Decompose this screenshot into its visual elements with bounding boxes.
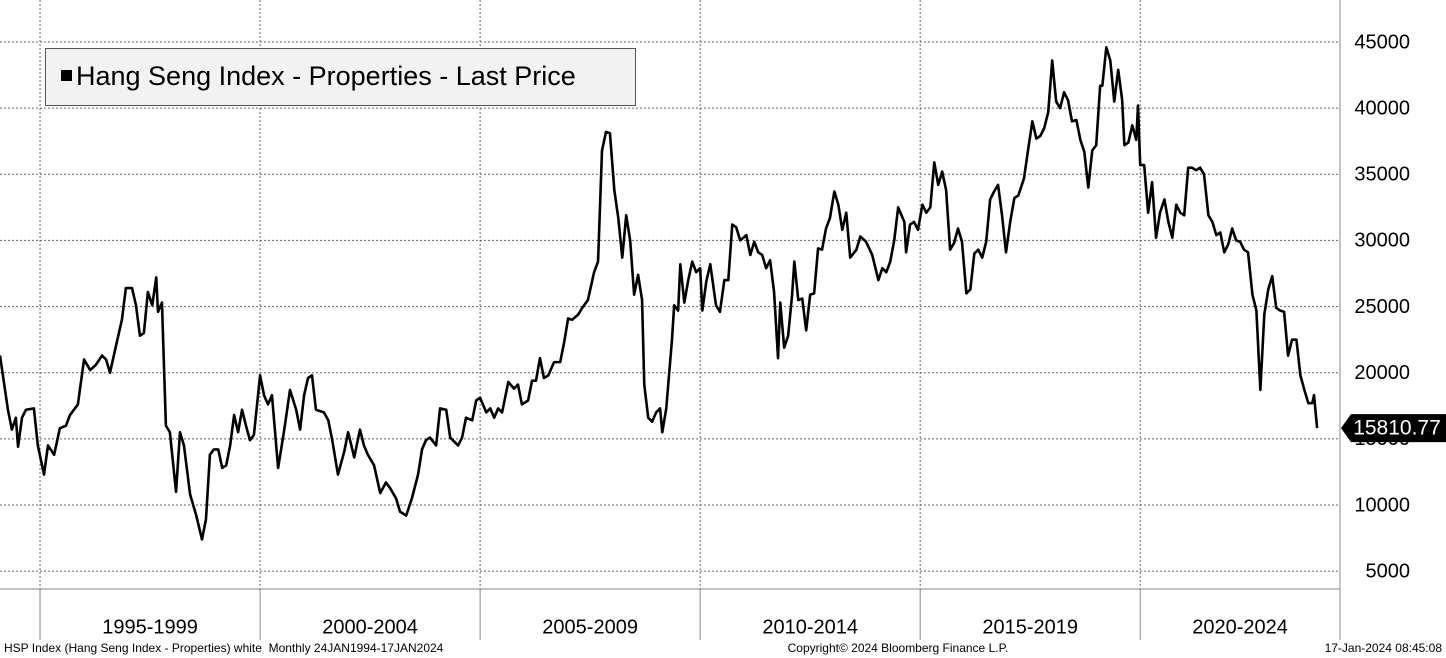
x-period-label: 2000-2004	[322, 616, 418, 638]
y-tick-label: 45000	[1354, 31, 1410, 53]
footer-center: Copyright© 2024 Bloomberg Finance L.P.	[788, 641, 1009, 655]
x-period-label: 1995-1999	[102, 616, 198, 638]
legend-box	[45, 48, 636, 106]
y-tick-label: 40000	[1354, 97, 1410, 119]
y-tick-label: 25000	[1354, 296, 1410, 318]
y-tick-label: 20000	[1354, 362, 1410, 384]
y-tick-label: 5000	[1366, 560, 1411, 582]
y-tick-label: 30000	[1354, 230, 1410, 252]
x-period-label: 2020-2024	[1192, 616, 1288, 638]
legend-label: Hang Seng Index - Properties - Last Pric…	[76, 61, 576, 91]
y-tick-label: 35000	[1354, 164, 1410, 186]
legend-swatch	[61, 70, 72, 81]
y-tick-label: 10000	[1354, 494, 1410, 516]
footer-left: HSP Index (Hang Seng Index - Properties)…	[4, 641, 444, 655]
legend: Hang Seng Index - Properties - Last Pric…	[45, 48, 636, 106]
price-line	[0, 45, 1319, 541]
x-period-label: 2005-2009	[542, 616, 638, 638]
x-period-label: 2015-2019	[982, 616, 1078, 638]
x-period-label: 2010-2014	[762, 616, 858, 638]
footer-right: 17-Jan-2024 08:45:08	[1325, 641, 1443, 655]
last-price-label: 15810.77	[1353, 417, 1441, 440]
last-price-tag	[1341, 414, 1446, 443]
